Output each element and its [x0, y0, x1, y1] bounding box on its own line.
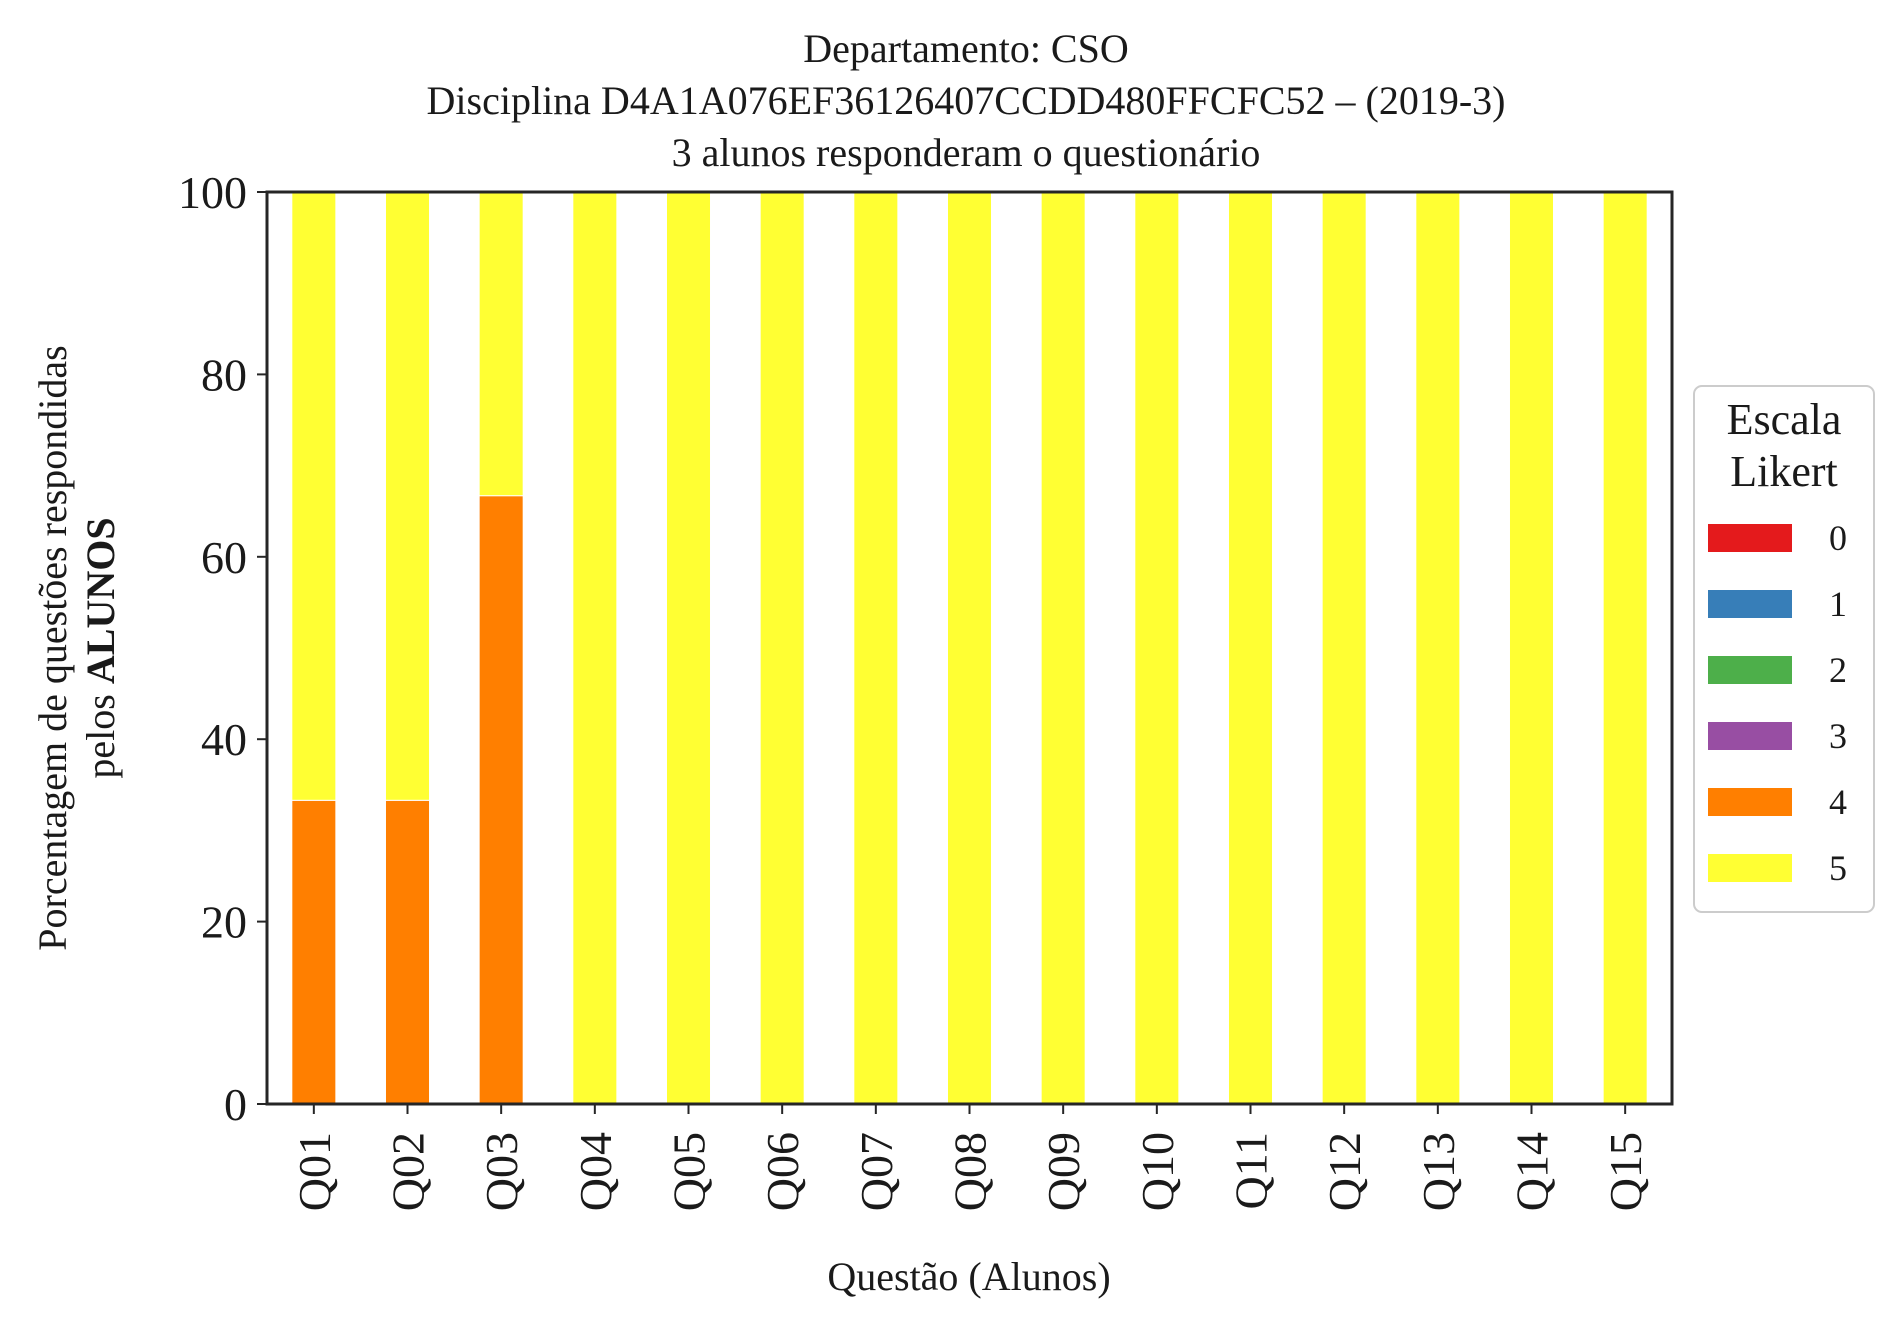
bar-q01-likert-5	[291, 191, 337, 801]
legend-swatch-5	[1708, 854, 1792, 882]
bar-q09-likert-5	[1040, 191, 1086, 1105]
bars-group	[291, 191, 1648, 1105]
legend-label-0: 0	[1829, 518, 1847, 558]
bar-q02-likert-5	[384, 191, 431, 801]
bar-q08-likert-5	[946, 191, 993, 1105]
legend-title-line2: Likert	[1730, 447, 1838, 496]
bar-q14-likert-5	[1508, 191, 1555, 1105]
chart-subtitle: Disciplina D4A1A076EF36126407CCDD480FFCF…	[427, 78, 1506, 123]
x-axis-ticks: Q01 Q02 Q03 Q04 Q05 Q06 Q07 Q08 Q09 Q10 Q11 Q12 Q13 Q…	[289, 1104, 1651, 1211]
bar-q12-likert-5	[1321, 191, 1367, 1105]
bar-q05-likert-5	[665, 191, 712, 1105]
bar-q03-likert-4	[478, 495, 524, 1105]
bar-q02-likert-4	[384, 799, 431, 1105]
legend-label-4: 4	[1829, 782, 1847, 822]
x-tick-label-q12: Q12	[1319, 1132, 1370, 1211]
bar-q11-likert-5	[1227, 191, 1274, 1105]
x-tick-label-q08: Q08	[945, 1132, 996, 1211]
y-axis-label-line1: Porcentagem de questões respondidas	[30, 345, 75, 950]
bar-q04-likert-5	[572, 191, 618, 1105]
y-tick-label-40: 40	[201, 714, 247, 765]
x-tick-label-q10: Q10	[1132, 1132, 1183, 1211]
x-tick-label-q07: Q07	[851, 1132, 902, 1211]
y-tick-label-100: 100	[178, 167, 247, 218]
legend-label-2: 2	[1829, 650, 1847, 690]
legend-label-5: 5	[1829, 848, 1847, 888]
bar-q06-likert-5	[759, 191, 805, 1105]
x-tick-label-q04: Q04	[570, 1132, 621, 1211]
chart-title: Departamento: CSO	[803, 26, 1129, 71]
legend-title-line1: Escala	[1727, 395, 1842, 444]
y-tick-label-20: 20	[201, 897, 247, 948]
x-tick-label-q02: Q02	[383, 1132, 434, 1211]
legend-swatch-0	[1708, 524, 1792, 552]
x-tick-label-q01: Q01	[289, 1132, 340, 1211]
legend-items: 0 1 2 3 4 5	[1708, 518, 1847, 888]
bar-q01-likert-4	[291, 799, 337, 1105]
y-axis-label-bold: ALUNOS	[78, 517, 123, 684]
legend-swatch-1	[1708, 590, 1792, 618]
x-tick-label-q06: Q06	[757, 1132, 808, 1211]
x-tick-label-q11: Q11	[1226, 1132, 1277, 1210]
bar-q03-likert-5	[478, 191, 524, 497]
legend-label-1: 1	[1829, 584, 1847, 624]
x-tick-label-q09: Q09	[1038, 1132, 1089, 1211]
y-tick-label-0: 0	[224, 1079, 247, 1130]
y-axis-label-line2: pelos ALUNOS	[78, 517, 123, 778]
bar-q10-likert-5	[1134, 191, 1180, 1105]
bar-q15-likert-5	[1602, 191, 1648, 1105]
y-axis-ticks: 0 20 40 60 80 100	[178, 167, 267, 1130]
bar-q07-likert-5	[853, 191, 899, 1105]
legend-swatch-4	[1708, 788, 1792, 816]
x-tick-label-q03: Q03	[476, 1132, 527, 1211]
chart-subtitle-responses: 3 alunos responderam o questionário	[672, 130, 1261, 175]
legend: Escala Likert 0 1 2 3 4 5	[1693, 385, 1875, 913]
y-tick-label-80: 80	[201, 349, 247, 400]
legend-swatch-2	[1708, 656, 1792, 684]
y-tick-label-60: 60	[201, 532, 247, 583]
bar-q13-likert-5	[1415, 191, 1461, 1105]
x-axis-label: Questão (Alunos)	[827, 1254, 1110, 1299]
x-tick-label-q14: Q14	[1507, 1132, 1558, 1211]
y-axis-label: Porcentagem de questões respondidas pelo…	[30, 345, 123, 950]
x-tick-label-q15: Q15	[1600, 1132, 1651, 1211]
y-axis-label-prefix: pelos	[78, 684, 123, 778]
x-tick-label-q13: Q13	[1413, 1132, 1464, 1211]
legend-label-3: 3	[1829, 716, 1847, 756]
legend-swatch-3	[1708, 722, 1792, 750]
x-tick-label-q05: Q05	[664, 1132, 715, 1211]
legend-frame	[1693, 385, 1875, 913]
